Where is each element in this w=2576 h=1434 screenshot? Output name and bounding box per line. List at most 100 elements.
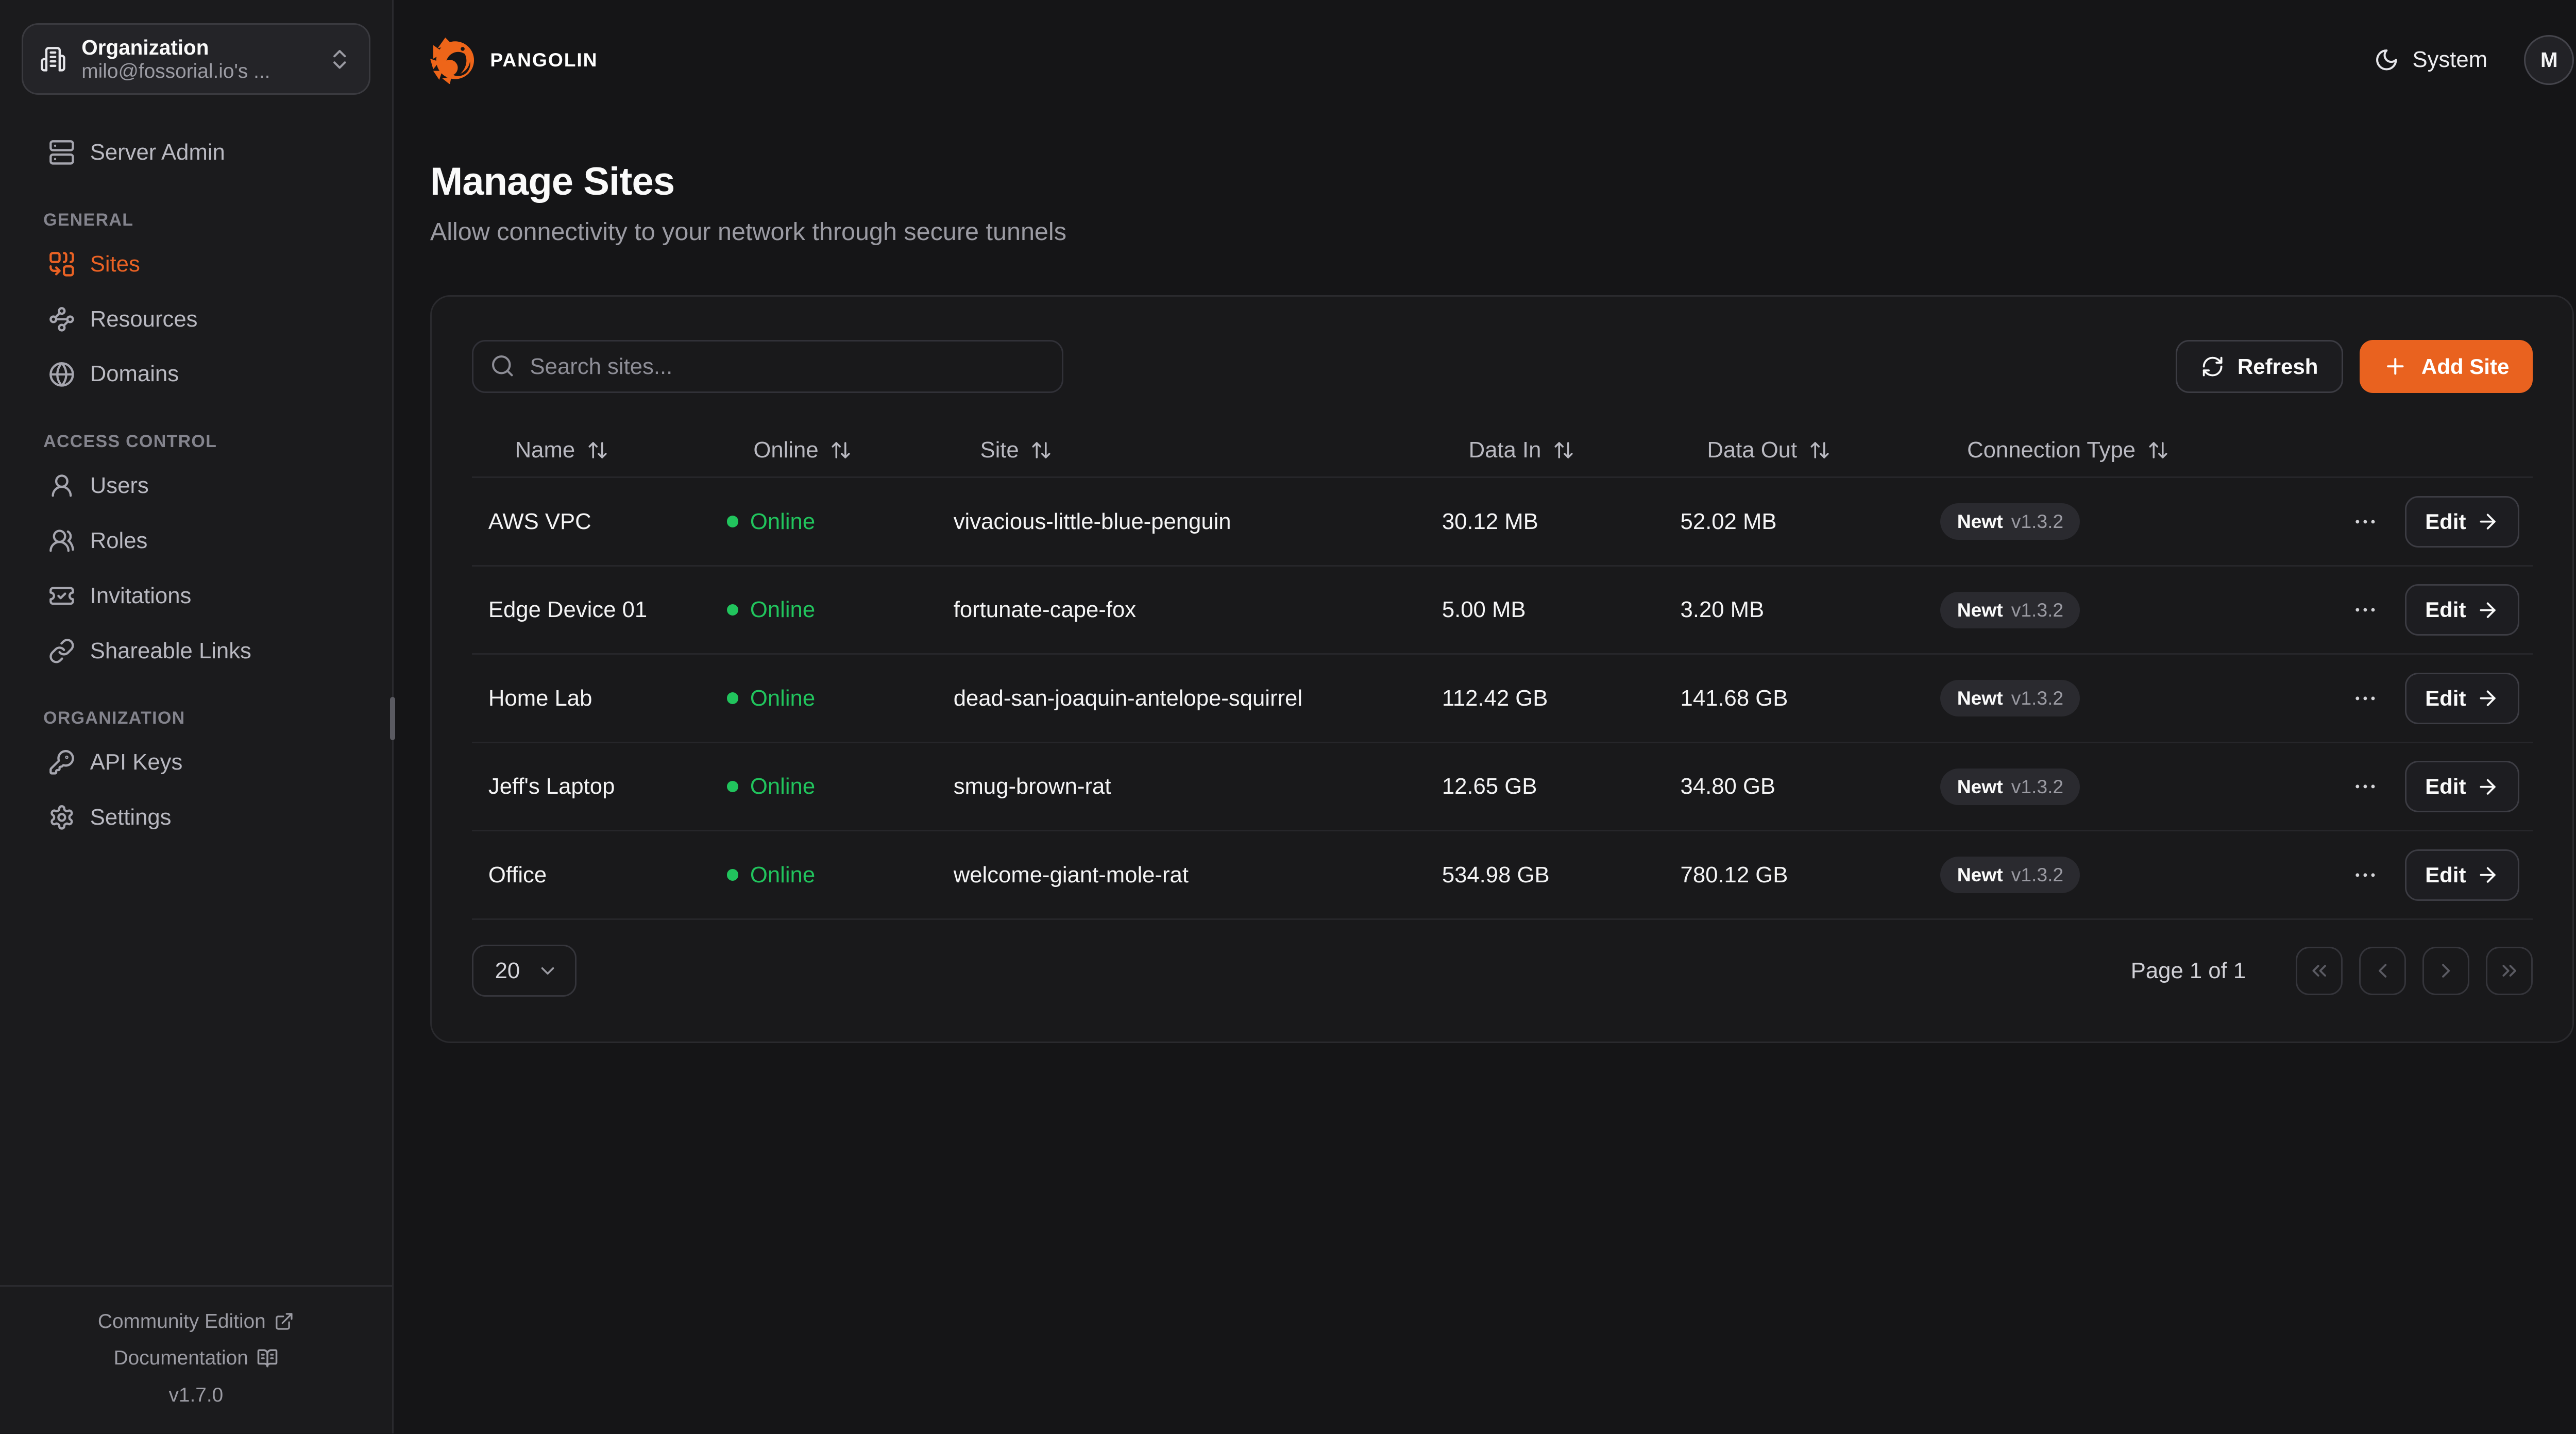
row-menu-button[interactable]	[2352, 685, 2379, 712]
moon-icon	[2374, 47, 2399, 73]
first-page-button[interactable]	[2296, 946, 2343, 995]
sort-icon	[2149, 441, 2167, 458]
waypoints-icon	[48, 306, 75, 333]
edit-button[interactable]: Edit	[2405, 584, 2519, 636]
page-title: Manage Sites	[430, 159, 675, 203]
sidebar-item-shareable-links[interactable]: Shareable Links	[22, 623, 370, 678]
column-header-name[interactable]: Name	[488, 437, 727, 463]
org-switcher[interactable]: Organization milo@fossorial.io's ...	[22, 23, 370, 95]
sidebar-item-label: Shareable Links	[90, 638, 251, 663]
connection-type-badge: Newt v1.3.2	[1940, 591, 2080, 628]
next-page-button[interactable]	[2422, 946, 2469, 995]
ellipsis-icon	[2355, 696, 2376, 701]
column-header-data-out[interactable]: Data Out	[1681, 437, 1941, 463]
cell-data-in: 112.42 GB	[1442, 685, 1548, 711]
table-row: Office Online welcome-giant-mole-rat 534…	[471, 831, 2533, 920]
avatar-initial: M	[2540, 47, 2558, 72]
table-row: AWS VPC Online vivacious-little-blue-pen…	[471, 478, 2533, 567]
documentation-link[interactable]: Documentation	[114, 1346, 278, 1370]
search-input[interactable]	[471, 339, 1064, 394]
version-label: v1.7.0	[168, 1384, 224, 1406]
ticket-check-icon	[48, 583, 75, 609]
chevrons-up-down-icon	[327, 47, 352, 72]
sidebar-item-settings[interactable]: Settings	[22, 790, 370, 845]
last-page-button[interactable]	[2486, 946, 2533, 995]
arrow-right-icon	[2480, 602, 2496, 618]
cell-connection-type: Newt v1.3.2	[1940, 680, 2210, 717]
community-edition-label: Community Edition	[97, 1310, 266, 1333]
cell-site: vivacious-little-blue-penguin	[953, 508, 1231, 534]
chevrons-left-icon	[2312, 965, 2326, 977]
cell-data-out: 141.68 GB	[1680, 685, 1788, 711]
add-site-label: Add Site	[2421, 354, 2510, 379]
row-menu-button[interactable]	[2352, 862, 2379, 889]
edit-button[interactable]: Edit	[2405, 672, 2519, 724]
edit-button[interactable]: Edit	[2405, 849, 2519, 901]
community-edition-link[interactable]: Community Edition	[98, 1310, 294, 1333]
column-header-data-in[interactable]: Data In	[1442, 437, 1681, 463]
add-site-button[interactable]: Add Site	[2360, 339, 2533, 394]
cell-data-out: 780.12 GB	[1680, 862, 1788, 887]
cell-name: Office	[488, 862, 547, 887]
sort-icon	[832, 441, 850, 458]
sort-icon	[1810, 441, 1829, 458]
cell-site: dead-san-joaquin-antelope-squirrel	[953, 685, 1303, 711]
plus-icon	[2383, 354, 2408, 379]
cell-online: Online	[726, 862, 954, 888]
sidebar-item-roles[interactable]: Roles	[22, 514, 370, 569]
edit-button[interactable]: Edit	[2405, 496, 2519, 548]
sidebar-item-label: Users	[90, 473, 149, 499]
link-icon	[48, 638, 75, 664]
sidebar-item-api-keys[interactable]: API Keys	[22, 735, 370, 790]
online-dot-icon	[726, 692, 739, 704]
sidebar-item-domains[interactable]: Domains	[22, 347, 370, 402]
chevron-down-icon	[541, 967, 554, 975]
cell-data-in: 5.00 MB	[1442, 597, 1526, 623]
users-icon	[48, 527, 75, 554]
user-icon	[48, 472, 75, 499]
refresh-label: Refresh	[2237, 354, 2318, 379]
row-menu-button[interactable]	[2352, 773, 2379, 800]
ellipsis-icon	[2355, 784, 2376, 789]
server-icon	[48, 139, 75, 166]
avatar[interactable]: M	[2524, 35, 2574, 86]
key-icon	[48, 749, 75, 776]
edit-button[interactable]: Edit	[2405, 761, 2519, 813]
sidebar-item-label: Sites	[90, 251, 140, 277]
sidebar-item-label: Invitations	[90, 583, 192, 608]
search-box	[471, 339, 1064, 394]
cell-data-in: 12.65 GB	[1442, 774, 1537, 799]
sidebar-item-label: Settings	[90, 805, 172, 830]
cell-actions: Edit	[2211, 496, 2533, 548]
theme-toggle[interactable]: System	[2374, 47, 2487, 73]
theme-label: System	[2412, 47, 2488, 73]
sidebar-item-server-admin[interactable]: Server Admin	[22, 125, 370, 180]
connection-type-badge: Newt v1.3.2	[1940, 503, 2080, 540]
ellipsis-icon	[2355, 519, 2376, 524]
column-header-site[interactable]: Site	[954, 437, 1442, 463]
pagination: 20 Page 1 of 1	[471, 945, 2533, 997]
row-menu-button[interactable]	[2352, 508, 2379, 535]
column-header-connection-type[interactable]: Connection Type	[1940, 437, 2210, 463]
pangolin-logo-icon	[430, 37, 474, 84]
connection-type-badge: Newt v1.3.2	[1940, 857, 2080, 894]
sidebar-item-users[interactable]: Users	[22, 458, 370, 514]
chevrons-right-icon	[2502, 965, 2516, 977]
refresh-button[interactable]: Refresh	[2176, 339, 2343, 394]
connection-type-badge: Newt v1.3.2	[1940, 768, 2080, 805]
sidebar-item-resources[interactable]: Resources	[22, 292, 370, 347]
section-label-access-control: ACCESS CONTROL	[43, 431, 217, 451]
row-menu-button[interactable]	[2352, 596, 2379, 623]
sidebar-resize-handle[interactable]	[390, 696, 396, 740]
cell-actions: Edit	[2211, 761, 2533, 813]
sidebar-item-sites[interactable]: Sites	[22, 236, 370, 292]
column-header-online[interactable]: Online	[727, 437, 954, 463]
section-label-organization: ORGANIZATION	[43, 708, 185, 728]
main-area: PANGOLIN System M Manage Sites Allow con…	[394, 0, 2576, 1433]
ellipsis-icon	[2355, 873, 2376, 878]
previous-page-button[interactable]	[2359, 946, 2406, 995]
page-size-select[interactable]: 20	[471, 945, 577, 997]
sidebar-item-invitations[interactable]: Invitations	[22, 568, 370, 623]
cell-data-out: 34.80 GB	[1680, 774, 1776, 799]
sort-icon	[1032, 441, 1050, 458]
